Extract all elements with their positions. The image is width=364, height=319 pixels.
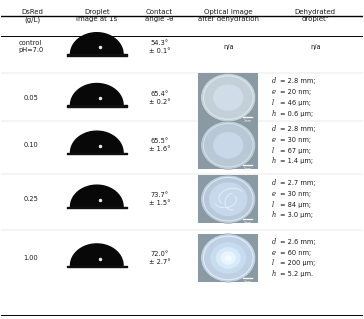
Text: n/a: n/a: [310, 44, 321, 50]
Circle shape: [221, 251, 236, 265]
Text: = 84 μm;: = 84 μm;: [280, 202, 310, 208]
Circle shape: [201, 175, 256, 223]
Text: = 67 μm;: = 67 μm;: [280, 148, 310, 154]
Text: Contact
angle -θ: Contact angle -θ: [145, 9, 174, 22]
Text: e: e: [272, 190, 276, 198]
FancyBboxPatch shape: [198, 73, 258, 122]
Polygon shape: [71, 131, 123, 153]
Text: l: l: [272, 201, 274, 209]
Text: control
pH=7.0: control pH=7.0: [19, 40, 44, 54]
Text: d: d: [272, 179, 276, 187]
Text: = 0.6 μm;: = 0.6 μm;: [280, 111, 313, 117]
Text: 1mm: 1mm: [244, 221, 252, 225]
Text: = 200 μm;: = 200 μm;: [280, 260, 315, 266]
Text: n/a: n/a: [223, 44, 234, 50]
Polygon shape: [71, 185, 123, 207]
Polygon shape: [71, 33, 123, 54]
Text: DsRed
(g/L): DsRed (g/L): [21, 9, 43, 23]
Text: h: h: [272, 157, 276, 166]
Circle shape: [201, 234, 256, 282]
Text: l: l: [272, 99, 274, 107]
Text: = 1.4 μm;: = 1.4 μm;: [280, 159, 313, 164]
Text: = 2.8 mm;: = 2.8 mm;: [280, 78, 315, 84]
Text: = 2.8 mm;: = 2.8 mm;: [280, 126, 315, 132]
Text: 1mm: 1mm: [244, 167, 252, 171]
Text: 65.5°
± 1.6°: 65.5° ± 1.6°: [149, 138, 170, 152]
Text: e: e: [272, 88, 276, 96]
Text: 0.10: 0.10: [24, 142, 39, 148]
Text: = 3.0 μm;: = 3.0 μm;: [280, 212, 313, 219]
Text: = 46 μm;: = 46 μm;: [280, 100, 310, 106]
Circle shape: [201, 73, 256, 122]
Circle shape: [210, 242, 246, 274]
Circle shape: [213, 132, 244, 159]
Circle shape: [216, 247, 241, 269]
FancyBboxPatch shape: [198, 121, 258, 169]
Text: h: h: [272, 211, 276, 219]
Text: 1mm: 1mm: [244, 280, 252, 284]
Text: l: l: [272, 147, 274, 155]
Polygon shape: [71, 244, 123, 265]
Circle shape: [225, 255, 232, 261]
Text: Optical image
after dehydration: Optical image after dehydration: [198, 9, 259, 22]
Text: = 30 nm;: = 30 nm;: [280, 191, 310, 197]
Circle shape: [201, 121, 256, 169]
Text: 65.4°
± 0.2°: 65.4° ± 0.2°: [149, 91, 170, 105]
Text: 0.25: 0.25: [24, 196, 39, 202]
Text: e: e: [272, 136, 276, 144]
Text: e: e: [272, 249, 276, 256]
Text: h: h: [272, 270, 276, 278]
Text: 54.3°
± 0.1°: 54.3° ± 0.1°: [149, 40, 170, 54]
Text: l: l: [272, 259, 274, 267]
Circle shape: [209, 182, 248, 216]
Text: = 60 nm;: = 60 nm;: [280, 249, 310, 256]
Text: Dehydrated
dropletᵃ: Dehydrated dropletᵃ: [295, 9, 336, 22]
Circle shape: [213, 84, 244, 111]
Text: 0.05: 0.05: [24, 94, 39, 100]
Text: 1mm: 1mm: [244, 119, 252, 123]
Text: = 5.2 μm.: = 5.2 μm.: [280, 271, 313, 277]
Text: 73.7°
± 1.5°: 73.7° ± 1.5°: [149, 192, 170, 206]
Text: Droplet
image at 1s: Droplet image at 1s: [76, 9, 118, 22]
Text: = 2.7 mm;: = 2.7 mm;: [280, 180, 315, 186]
FancyBboxPatch shape: [198, 175, 258, 223]
Text: = 30 nm;: = 30 nm;: [280, 137, 310, 143]
Text: d: d: [272, 238, 276, 246]
FancyBboxPatch shape: [198, 234, 258, 282]
Text: = 2.6 mm;: = 2.6 mm;: [280, 239, 315, 245]
Text: h: h: [272, 110, 276, 118]
Text: d: d: [272, 125, 276, 133]
Text: 72.0°
± 2.7°: 72.0° ± 2.7°: [149, 251, 170, 265]
Text: 1.00: 1.00: [24, 255, 39, 261]
Text: d: d: [272, 78, 276, 85]
Text: = 20 nm;: = 20 nm;: [280, 89, 310, 95]
Polygon shape: [71, 84, 123, 105]
